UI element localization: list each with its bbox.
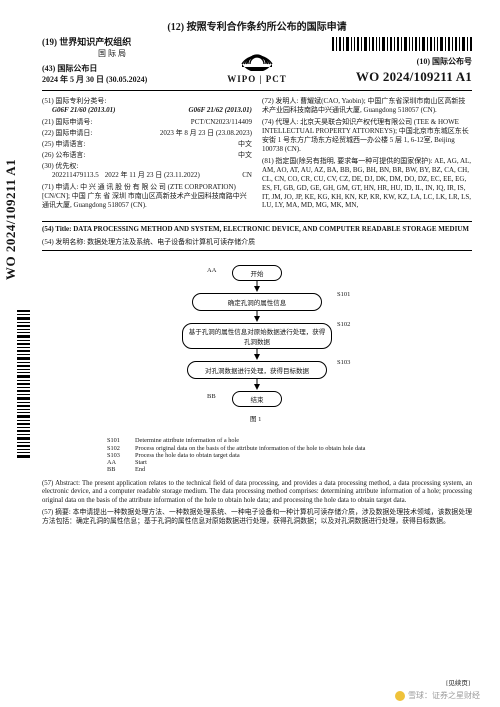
f25-label: (25) 申请语言: <box>42 140 85 149</box>
node-s103: 对孔洞数据进行处理，获得目标数据 <box>187 361 327 379</box>
node-s101: 确定孔洞的属性信息 <box>192 293 322 311</box>
f30-prio-date: 2022 年 11 月 23 日 (23.11.2022) <box>105 171 200 180</box>
abstract-zh: (57) 摘要: 本申请提出一种数据处理方法、一种数据处理系统、一种电子设备和一… <box>42 509 472 526</box>
watermark-badge-icon <box>395 691 405 701</box>
tag-s101: S101 <box>337 291 350 298</box>
section-54: (54) Title: DATA PROCESSING METHOD AND S… <box>42 221 472 251</box>
legend-val-4: End <box>135 466 145 473</box>
diagram-legend: S101Determine attribute information of a… <box>107 437 407 473</box>
tag-aa: AA <box>207 267 216 274</box>
header-rule <box>42 90 472 91</box>
watermark: 雪球：证券之星财经 <box>395 690 480 701</box>
legend-key-3: AA <box>107 459 135 466</box>
f22-value: 2023 年 8 月 23 日 (23.08.2023) <box>160 129 252 138</box>
f51-class-a: G06F 21/60 (2013.01) <box>52 106 115 115</box>
header-line-43: (43) 国际公布日 <box>42 63 182 74</box>
f26-label: (26) 公布语言: <box>42 151 85 160</box>
publication-number: WO 2024/109211 A1 <box>332 69 472 85</box>
barcode-top <box>332 37 472 53</box>
legend-key-0: S101 <box>107 437 135 444</box>
legend-key-4: BB <box>107 466 135 473</box>
wipo-logo-icon <box>236 37 278 71</box>
f21-value: PCT/CN2023/114409 <box>191 118 252 127</box>
f81-label: (81) 指定国(除另有指明, 要求每一种可提供的国家保护): <box>262 157 433 165</box>
abstract-en: (57) Abstract: The present application r… <box>42 480 472 505</box>
f30-prio-cc: CN <box>242 171 252 180</box>
bibliographic-data: (51) 国际专利分类号: G06F 21/60 (2013.01) G06F … <box>42 97 472 213</box>
wipo-label: WIPO | PCT <box>197 74 317 84</box>
f51-class-b: G06F 21/62 (2013.01) <box>189 106 252 115</box>
continued-tag: [见续页] <box>446 677 470 687</box>
f25-value: 中文 <box>238 140 252 149</box>
tag-s102: S102 <box>337 321 350 328</box>
legend-key-2: S103 <box>107 452 135 459</box>
header-left: (19) 世界知识产权组织 国 际 局 (43) 国际公布日 2024 年 5 … <box>42 37 182 85</box>
f21-label: (21) 国际申请号: <box>42 118 92 127</box>
f71-label: (71) 申请人: <box>42 183 78 191</box>
f72-label: (72) 发明人: <box>262 97 298 105</box>
vertical-barcode <box>17 310 30 462</box>
tag-s103: S103 <box>337 359 350 366</box>
legend-val-2: Process the hole data to obtain target d… <box>135 452 240 459</box>
legend-key-1: S102 <box>107 445 135 452</box>
title-zh: (54) 发明名称: 数据处理方法及系统、电子设备和计算机可读存储介质 <box>42 237 472 247</box>
legend-val-1: Process original data on the basis of th… <box>135 445 365 452</box>
vertical-pub-number: WO 2024/109211 A1 <box>3 159 19 280</box>
node-s102: 基于孔洞的属性信息对原始数据进行处理，获得孔洞数据 <box>182 323 332 349</box>
flowchart: AA 开始 S101 确定孔洞的属性信息 S102 基于孔洞的属性信息对原始数据… <box>132 263 382 433</box>
f30-label: (30) 优先权: <box>42 162 252 171</box>
f26-value: 中文 <box>238 151 252 160</box>
header-line-19: (19) 世界知识产权组织 <box>42 37 182 48</box>
legend-val-0: Determine attribute information of a hol… <box>135 437 239 444</box>
node-start: 开始 <box>232 265 282 281</box>
watermark-text: 雪球：证券之星财经 <box>408 690 480 701</box>
f74-label: (74) 代理人: <box>262 118 298 126</box>
header-center: WIPO | PCT <box>197 37 317 84</box>
tag-bb: BB <box>207 393 216 400</box>
header-right: (10) 国际公布号 WO 2024/109211 A1 <box>332 37 472 85</box>
abstract: (57) Abstract: The present application r… <box>42 480 472 526</box>
f51-label: (51) 国际专利分类号: <box>42 97 106 105</box>
node-end: 结束 <box>232 391 282 407</box>
legend-val-3: Start <box>135 459 147 466</box>
left-column: (51) 国际专利分类号: G06F 21/60 (2013.01) G06F … <box>42 97 252 213</box>
f30-prio-num: 202211479113.5 <box>52 171 99 180</box>
header-line-12: (12) 按照专利合作条约所公布的国际申请 <box>42 18 472 33</box>
header-pub-date: 2024 年 5 月 30 日 (30.05.2024) <box>42 74 182 85</box>
header-bureau: 国 际 局 <box>42 48 182 59</box>
figure-label: 图 1 <box>250 413 261 423</box>
title-en: (54) Title: DATA PROCESSING METHOD AND S… <box>42 225 472 233</box>
f22-label: (22) 国际申请日: <box>42 129 92 138</box>
f71-addr: 中国 广东 省 深圳 市南山区高新技术产业园科技南路中兴通讯大厦, Guangd… <box>42 192 247 209</box>
right-column: (72) 发明人: 曹耀斌(CAO, Yaobin); 中国广东省深圳市南山区高… <box>262 97 472 213</box>
header-line-10: (10) 国际公布号 <box>332 56 472 67</box>
